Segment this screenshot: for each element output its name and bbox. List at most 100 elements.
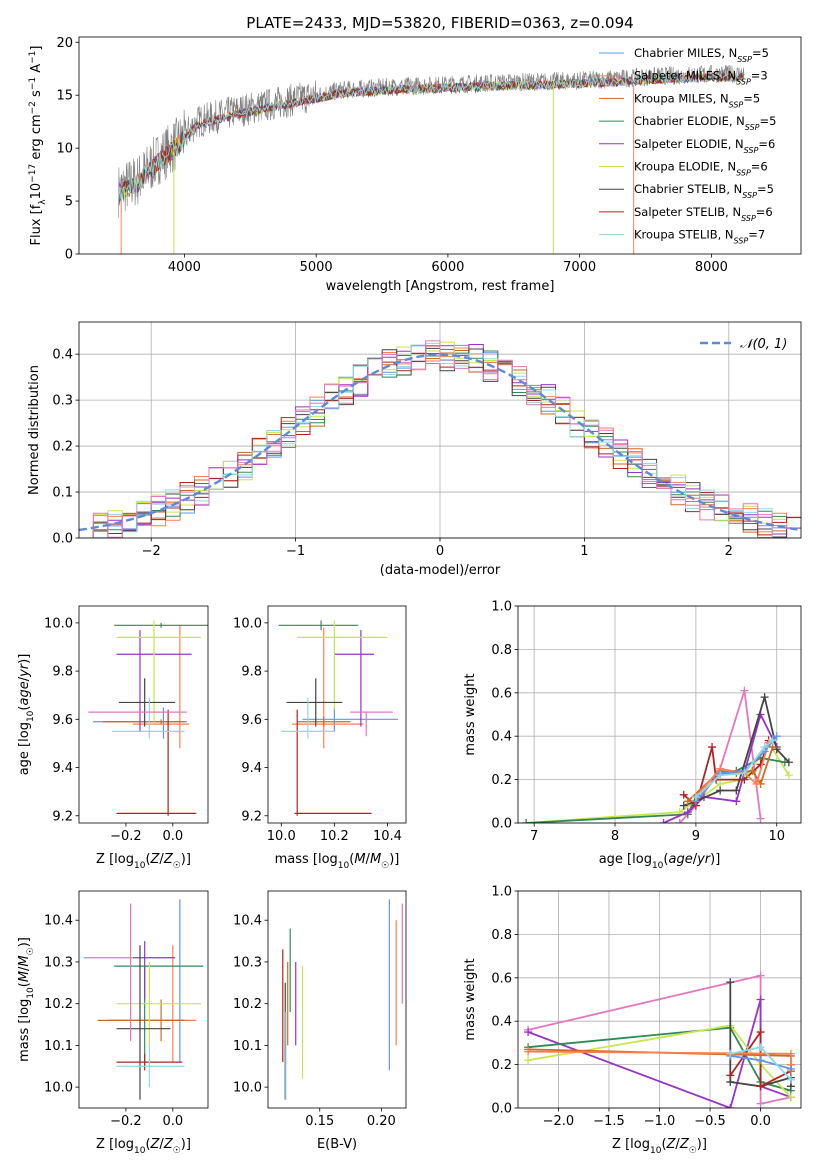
x-tick-label: −1.5	[593, 1114, 625, 1129]
y-tick-label: 9.8	[52, 665, 73, 680]
label-part: Z	[163, 1137, 174, 1152]
label-part: Z	[163, 852, 174, 867]
x-tick-label: 0.0	[162, 1114, 183, 1129]
label-part: mass [log	[275, 852, 338, 867]
x-tick-label: 0.0	[162, 829, 183, 844]
legend-sub: SSP	[741, 213, 756, 222]
label-part: age [log	[599, 852, 652, 867]
y-tick-label: 0.2	[491, 1058, 512, 1073]
legend-value: =5	[752, 46, 769, 60]
y-tick-label: 0.2	[52, 440, 73, 455]
label-part: Z [log	[96, 852, 134, 867]
weight-marker	[772, 745, 781, 754]
weight-marker	[726, 1071, 735, 1080]
y-tick-label: 9.8	[241, 665, 262, 680]
y-tick-label: 0.8	[491, 643, 512, 658]
legend-sub: SSP	[742, 191, 757, 200]
x-tick-label: 9	[692, 829, 700, 844]
legend-sub: SSP	[744, 145, 759, 154]
axes-frame	[78, 36, 802, 255]
x-axis-label: Z [log10(Z/Z☉)]	[96, 1137, 191, 1156]
label-part: Z	[150, 1137, 161, 1152]
weight-marker	[786, 1093, 795, 1102]
legend-name: Chabrier MILES, N	[634, 46, 737, 60]
y-tick-label: 0.1	[52, 486, 73, 501]
label-part: λ	[38, 199, 48, 205]
label-part: (	[145, 1137, 150, 1152]
y-axis-label: age [log10(age/yr)]	[17, 654, 36, 776]
legend-value: =6	[751, 160, 768, 174]
weight-marker	[756, 814, 765, 823]
label-part: )]	[17, 937, 32, 947]
weight-marker	[683, 808, 692, 817]
weight-marker	[683, 797, 692, 806]
plot-area	[282, 899, 403, 1100]
weight-marker	[524, 1028, 533, 1037]
x-tick-label: 2	[725, 544, 733, 559]
chart-title: PLATE=2433, MJD=53820, FIBERID=0363, z=0…	[246, 14, 633, 32]
label-part: Z	[150, 852, 161, 867]
label-part: 10	[134, 861, 146, 871]
label-part: s	[29, 90, 44, 101]
x-axis-label: (data-model)/error	[380, 563, 501, 578]
weight-marker	[756, 1028, 765, 1037]
y-axis-label: Normed distribution	[27, 365, 42, 495]
plot-area	[278, 620, 399, 816]
label-part: Z [log	[612, 1137, 650, 1152]
weight-marker	[784, 771, 793, 780]
legend-label: 𝒩(0, 1)	[740, 337, 787, 352]
x-axis-label: mass [log10(M/M☉)]	[275, 852, 400, 871]
chart-5: −0.2 0.010.010.110.210.310.4Z [log10(Z/Z☉…	[17, 890, 209, 1156]
legend-name: Salpeter ELODIE, N	[634, 137, 744, 151]
y-tick-label: 9.2	[241, 809, 262, 824]
legend-value: =5	[760, 114, 777, 128]
legend-label: Salpeter ELODIE, NSSP=6	[634, 137, 775, 155]
legend-label: Chabrier STELIB, NSSP=5	[634, 182, 774, 200]
label-part: /	[366, 852, 371, 867]
x-tick-label: 0.15	[305, 1114, 334, 1129]
label-part: ☉	[173, 861, 181, 871]
label-part: )]	[389, 852, 399, 867]
chart-7: −2.0 −1.5 −1.0 −0.5 0.0 0.0 0.2 0.4 0.6 0.8 1.0 mas…	[463, 885, 802, 1156]
legend-label: Salpeter STELIB, NSSP=6	[634, 205, 773, 223]
label-part: Z [log	[96, 1137, 134, 1152]
legend-value: =5	[743, 91, 760, 105]
x-tick-label: −1.0	[644, 1114, 676, 1129]
label-part: (	[145, 852, 150, 867]
label-part: M	[17, 971, 32, 982]
x-tick-label: 8000	[695, 260, 728, 275]
label-part: (	[663, 852, 668, 867]
label-part: ]	[29, 46, 44, 51]
label-part: A	[29, 64, 44, 77]
legend-sub: SSP	[729, 100, 744, 109]
weight-marker	[760, 693, 769, 702]
x-tick-label: −0.2	[110, 1114, 142, 1129]
legend-name: Kroupa ELODIE, N	[634, 160, 736, 174]
legend-sub: SSP	[734, 236, 749, 245]
gaussian-curve	[79, 353, 801, 532]
weight-marker	[748, 766, 757, 775]
weight-marker	[784, 758, 793, 767]
y-tick-label: 0.0	[52, 532, 73, 547]
label-part: /	[675, 1137, 680, 1152]
label-part: age	[17, 681, 32, 705]
label-part: ☉	[381, 861, 389, 871]
label-part: 10	[338, 861, 350, 871]
y-tick-label: 10.3	[233, 955, 262, 970]
label-part: (	[661, 1137, 666, 1152]
x-axis-label: age [log10(age/yr)]	[599, 852, 721, 871]
label-part: ☉	[689, 1146, 697, 1156]
x-tick-label: 7000	[563, 260, 596, 275]
weight-marker	[752, 779, 761, 788]
x-tick-label: 4000	[168, 260, 201, 275]
y-tick-label: 9.6	[52, 713, 73, 728]
weight-marker	[679, 790, 688, 799]
legend-sub: SSP	[737, 55, 752, 64]
weight-marker	[716, 786, 725, 795]
y-tick-label: 10.0	[233, 1081, 262, 1096]
legend-value: =6	[758, 137, 775, 151]
y-tick-label: 10.4	[233, 914, 262, 929]
y-axis-label: Flux [fλ10−17 erg cm−2 s−1 A−1]	[28, 46, 48, 246]
plot-area	[524, 971, 795, 1108]
